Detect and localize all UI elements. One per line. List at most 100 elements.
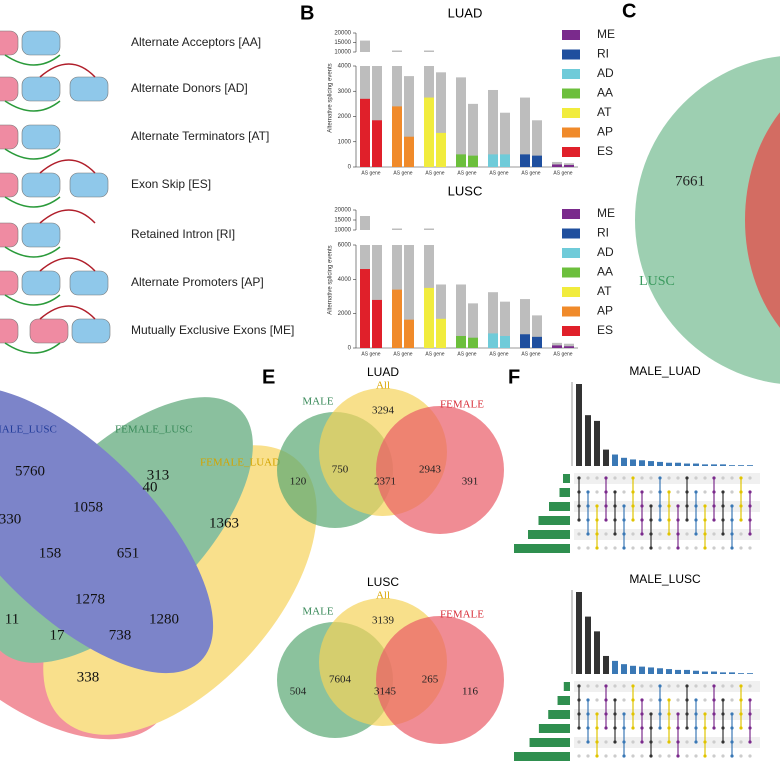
legend-swatch [562,267,580,278]
matrix-dot [748,532,752,536]
matrix-dot [712,740,716,744]
matrix-dot [712,518,716,522]
legend-swatch [562,287,580,297]
matrix-dot [649,490,653,494]
matrix-dot [640,490,644,494]
venn-count: 120 [290,476,307,488]
y-tick-label: 20000 [334,208,351,214]
exon [0,172,19,198]
venn-set-label: FEMALE_LUAD [200,457,280,469]
event-bar [436,132,446,167]
matrix-dot [739,698,743,702]
matrix-dot [658,518,662,522]
matrix-dot [694,712,698,716]
matrix-dot [622,490,626,494]
set-size-bar [549,502,570,511]
intersection-bar [612,454,618,466]
matrix-dot [721,532,725,536]
intersection-bar [576,592,582,674]
matrix-dot [676,532,680,536]
total-bar [436,284,446,348]
exon [21,76,61,102]
matrix-dot [730,518,734,522]
matrix-dot [685,546,689,550]
exon [21,270,61,296]
matrix-dot [748,490,752,494]
venn-count: 1280 [149,611,179,627]
matrix-dot [721,504,725,508]
matrix-dot [703,476,707,480]
intersection-bar [666,669,672,674]
matrix-dot [658,726,662,730]
event-label: Retained Intron [RI] [131,227,235,241]
matrix-dot [640,698,644,702]
event-bar [552,345,562,348]
total-bar [532,315,542,348]
x-tick-label: AS gene [489,351,508,357]
splice-arc [39,209,96,224]
matrix-dot [676,476,680,480]
event-bar [564,164,574,167]
venn-count: 3145 [374,686,397,698]
splice-arc [4,196,61,208]
intersection-bar [702,671,708,674]
venn-count: 2943 [419,464,442,476]
x-tick-label: AS gene [361,170,380,176]
legend-label: RI [597,47,609,61]
plot-title: MALE_LUAD [629,364,701,378]
y-tick-label: 2000 [338,311,352,317]
intersection-bar [603,655,609,674]
venn-count: 1278 [75,591,105,607]
matrix-dot [658,504,662,508]
matrix-row [574,529,760,540]
matrix-dot [604,546,608,550]
matrix-dot [595,726,599,730]
legend-swatch [562,147,580,157]
matrix-dot [694,698,698,702]
matrix-row [574,473,760,484]
venn-set-label: LUSC [639,274,675,289]
matrix-dot [586,726,590,730]
matrix-dot [631,754,635,758]
intersection-bar [648,461,654,466]
matrix-dot [586,490,590,494]
matrix-dot [658,476,662,480]
exon [0,270,19,296]
matrix-dot [604,740,608,744]
legend-label: ES [597,144,613,158]
matrix-dot [712,712,716,716]
matrix-dot [730,740,734,744]
exon [21,222,61,248]
venn-set-label: All [376,590,390,602]
legend-swatch [562,248,580,258]
intersection-bar [747,673,753,674]
intersection-bar [585,415,591,466]
matrix-dot [676,490,680,494]
matrix-dot [604,476,608,480]
matrix-dot [739,532,743,536]
matrix-dot [613,518,617,522]
matrix-dot [721,712,725,716]
event-label: Mutually Exclusive Exons [ME] [131,323,294,337]
matrix-dot [748,712,752,716]
matrix-dot [739,684,743,688]
matrix-dot [631,504,635,508]
matrix-dot [658,754,662,758]
matrix-dot [658,684,662,688]
x-tick-label: AS gene [553,351,572,357]
matrix-dot [730,684,734,688]
venn-count: 1363 [209,515,239,531]
venn-count: 504 [290,686,307,698]
matrix-dot [586,740,590,744]
matrix-dot [577,532,581,536]
intersection-bar [639,460,645,466]
legend-swatch [562,306,580,317]
venn-count: 265 [422,674,439,686]
matrix-row [574,751,760,762]
exon [29,318,69,344]
matrix-dot [694,754,698,758]
matrix-dot [739,518,743,522]
exon [21,124,61,150]
splice-arc [4,100,61,112]
intersection-bar [594,420,600,466]
